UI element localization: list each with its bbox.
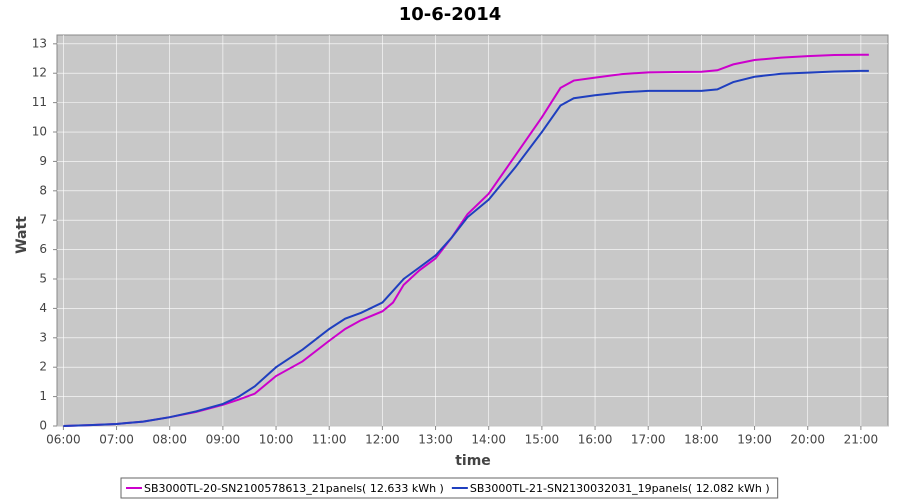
x-tick-label: 19:00 <box>737 433 772 447</box>
x-tick-label: 06:00 <box>46 433 81 447</box>
y-tick-label: 13 <box>32 36 47 50</box>
legend-box <box>120 477 779 499</box>
x-tick-label: 18:00 <box>684 433 719 447</box>
y-tick-label: 9 <box>39 154 47 168</box>
plot-area <box>56 34 889 427</box>
y-tick-label: 11 <box>32 95 47 109</box>
x-axis-label: time <box>455 453 491 469</box>
y-tick-label: 12 <box>32 66 47 80</box>
legend: SB3000TL-20-SN2100578613_21panels( 12.63… <box>120 477 779 499</box>
x-tick-label: 07:00 <box>99 433 134 447</box>
x-tick-label: 16:00 <box>578 433 613 447</box>
chart-title: 10-6-2014 <box>399 4 502 25</box>
y-tick-label: 5 <box>39 272 47 286</box>
x-tick-label: 09:00 <box>206 433 241 447</box>
x-tick-label: 14:00 <box>471 433 506 447</box>
y-tick-label: 10 <box>32 125 47 139</box>
legend-label: SB3000TL-20-SN2100578613_21panels( 12.63… <box>144 482 444 495</box>
x-tick-label: 13:00 <box>418 433 453 447</box>
y-axis-label: Watt <box>14 216 30 254</box>
y-tick-label: 6 <box>39 242 47 256</box>
x-tick-label: 10:00 <box>259 433 294 447</box>
legend-label: SB3000TL-21-SN2130032031_19panels( 12.08… <box>470 482 770 495</box>
y-tick-label: 7 <box>39 213 47 227</box>
y-tick-label: 4 <box>39 301 47 315</box>
y-tick-label: 8 <box>39 183 47 197</box>
x-tick-label: 11:00 <box>312 433 347 447</box>
y-tick-label: 3 <box>39 330 47 344</box>
x-tick-label: 15:00 <box>525 433 560 447</box>
x-tick-label: 20:00 <box>790 433 825 447</box>
y-tick-label: 0 <box>39 419 47 433</box>
x-tick-label: 17:00 <box>631 433 666 447</box>
x-tick-label: 08:00 <box>152 433 187 447</box>
x-tick-label: 12:00 <box>365 433 400 447</box>
y-tick-label: 1 <box>39 389 47 403</box>
series-line <box>63 69 869 427</box>
x-tick-label: 21:00 <box>844 433 879 447</box>
y-tick-label: 2 <box>39 360 47 374</box>
